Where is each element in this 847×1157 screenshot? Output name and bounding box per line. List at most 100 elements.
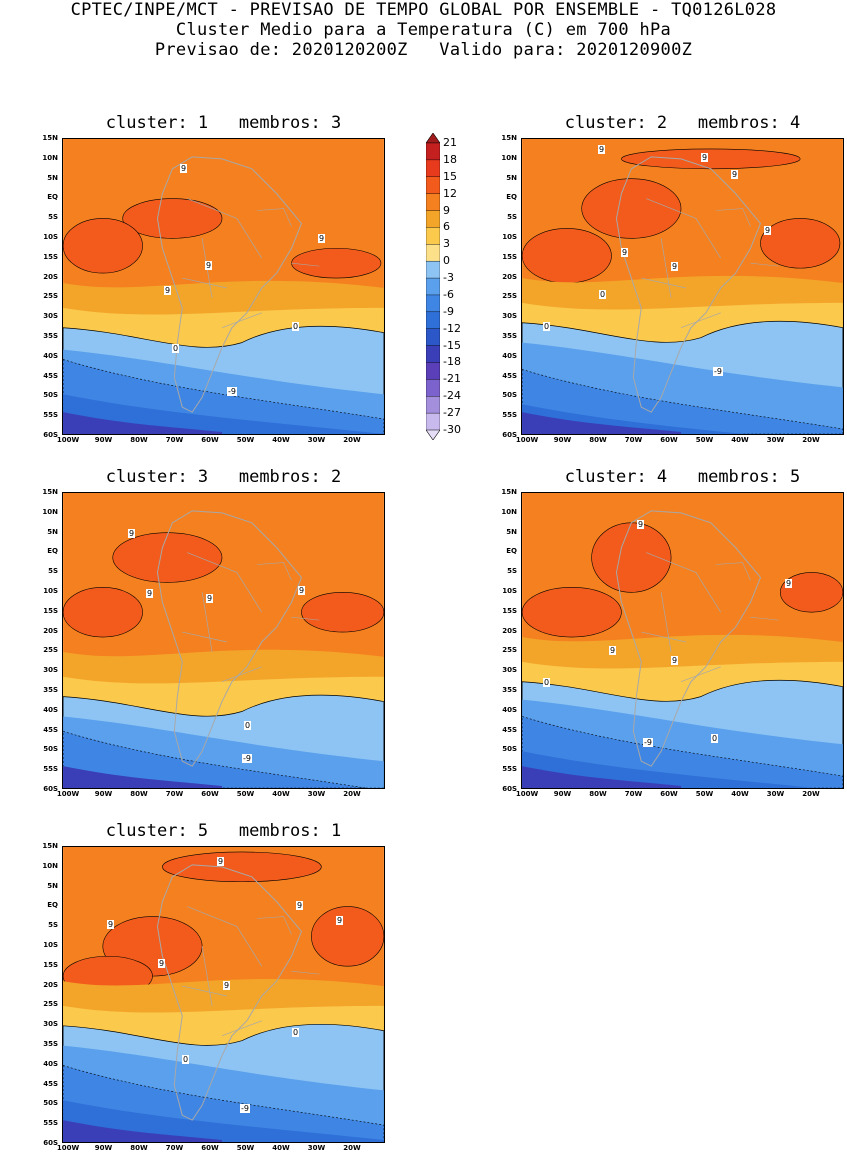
- latitude-tick-label: 5S: [48, 567, 58, 576]
- map-panel-cluster-5: 9 9 9 9 9 9 0 0 -9 15N 10N 5N EQ 5S 10S 15S 20S 25S 30S 35S…: [42, 842, 385, 1152]
- latitude-tick-label: 10S: [43, 941, 58, 949]
- latitude-tick-label: EQ: [47, 547, 58, 556]
- longitude-tick-label: 60W: [201, 1144, 219, 1152]
- contour-label: 9: [180, 164, 188, 173]
- latitude-tick-label: 10S: [43, 233, 58, 241]
- contour-label: 0: [182, 1055, 190, 1064]
- colorbar-tick-label: 3: [443, 237, 450, 251]
- colorbar-band: [426, 379, 440, 397]
- latitude-tick-label: 5N: [47, 173, 58, 182]
- latitude-tick-label: 10S: [43, 587, 58, 595]
- latitude-tick-label: 15N: [42, 488, 58, 496]
- contour-label: 0: [711, 734, 719, 743]
- contour-label: 9: [146, 589, 154, 598]
- contour-label: 9: [205, 261, 213, 270]
- latitude-tick-label: 50S: [502, 745, 517, 754]
- colorbar-tick-label: -3: [443, 271, 454, 285]
- temperature-map: [62, 138, 385, 435]
- latitude-tick-label: 5S: [507, 567, 517, 576]
- longitude-tick-label: 40W: [731, 790, 749, 798]
- latitude-tick-label: 55S: [502, 765, 517, 774]
- longitude-tick-label: 100W: [56, 1144, 80, 1152]
- longitude-tick-label: 90W: [553, 790, 572, 798]
- colorbar-band: [426, 227, 440, 245]
- latitude-tick-label: 20S: [43, 272, 58, 281]
- latitude-tick-label: 15N: [42, 842, 58, 850]
- longitude-tick-label: 70W: [165, 790, 184, 798]
- contour-label: 9: [318, 234, 326, 243]
- panel-title-cluster-5: cluster: 5 membros: 1: [105, 821, 342, 841]
- field-minus-12: [63, 394, 384, 434]
- latitude-tick-label: 55S: [43, 765, 58, 774]
- contour-label: 9: [223, 981, 231, 990]
- subtitle: Cluster Medio para a Temperatura (C) em …: [175, 20, 672, 40]
- latitude-tick-label: 40S: [43, 351, 58, 360]
- colorbar-band: [426, 412, 440, 431]
- latitude-tick-label: 10N: [42, 153, 58, 162]
- latitude-tick-label: 30S: [43, 1020, 58, 1029]
- field-minus-18: [63, 412, 223, 434]
- longitude-tick-label: 40W: [731, 436, 749, 444]
- field-above-9: [581, 178, 682, 239]
- field-above-9: [780, 572, 843, 613]
- latitude-tick-label: 25S: [43, 292, 58, 301]
- field-above-9: [522, 228, 612, 284]
- field-minus-18: [522, 766, 682, 788]
- latitude-tick-label: 30S: [502, 312, 517, 321]
- longitude-tick-label: 20W: [802, 436, 820, 444]
- latitude-tick-label: 35S: [43, 686, 58, 694]
- latitude-tick-label: 40S: [43, 1059, 58, 1068]
- contour-label: 9: [621, 248, 629, 257]
- latitude-tick-label: 45S: [43, 371, 58, 380]
- main-title: CPTEC/INPE/MCT - PREVISAO DE TEMPO GLOBA…: [70, 0, 777, 20]
- latitude-tick-label: 15S: [502, 252, 517, 261]
- contour-label: 9: [107, 920, 115, 929]
- latitude-tick-label: 5N: [47, 527, 58, 536]
- map-panel-cluster-3: 9 9 9 9 0 -9 15N 10N 5N EQ 5S 10S 15S 20S 25S 30S 35S 40S…: [42, 488, 385, 798]
- colorbar-band: [426, 396, 440, 414]
- temperature-map: [521, 492, 844, 789]
- field-above-9: [760, 218, 841, 269]
- longitude-tick-label: 60W: [201, 436, 219, 444]
- longitude-tick-label: 20W: [802, 790, 820, 798]
- country-borders: [641, 198, 722, 329]
- contour-label: 0: [172, 344, 180, 353]
- longitude-tick-label: 30W: [766, 436, 785, 444]
- latitude-tick-label: EQ: [506, 193, 517, 202]
- colorbar-tick-label: 15: [443, 169, 457, 183]
- colorbar-tick-label: -24: [443, 389, 461, 403]
- coast-details: [256, 208, 320, 267]
- colorbar-tick-label: 0: [443, 254, 450, 268]
- colorbar-band: [426, 311, 440, 330]
- panel-title-cluster-3: cluster: 3 membros: 2: [105, 467, 342, 487]
- latitude-tick-label: 55S: [43, 411, 58, 420]
- map-panel-cluster-4: 9 9 9 9 0 0 -9 15N 10N 5N EQ 5S 10S 15S 20S 25S 30S 35S 40…: [501, 488, 844, 798]
- longitude-tick-label: 50W: [236, 790, 255, 798]
- country-borders: [641, 552, 722, 683]
- latitude-tick-label: 55S: [502, 411, 517, 420]
- latitude-tick-label: 5S: [48, 921, 58, 930]
- colorbar-tick-label: -30: [443, 423, 461, 436]
- colorbar-band: [426, 345, 440, 363]
- longitude-tick-label: 70W: [165, 1144, 184, 1152]
- country-borders: [182, 552, 263, 683]
- coast-details: [715, 208, 779, 267]
- colorbar-band: [426, 260, 440, 279]
- longitude-tick-label: 70W: [624, 436, 643, 444]
- latitude-tick-label: 50S: [43, 1099, 58, 1108]
- contour-label: -9: [643, 738, 653, 747]
- temperature-map: [62, 846, 385, 1143]
- contour-label: 9: [701, 153, 709, 162]
- colorbar: [426, 133, 440, 440]
- contour-label: 9: [764, 226, 772, 235]
- latitude-tick-label: 5N: [506, 527, 517, 536]
- latitude-tick-label: EQ: [506, 547, 517, 556]
- colorbar-tick-label: -18: [443, 355, 461, 369]
- longitude-tick-label: 90W: [94, 436, 113, 444]
- latitude-tick-label: 10N: [501, 507, 517, 516]
- field-minus-18: [63, 1120, 223, 1142]
- longitude-tick-label: 40W: [272, 1144, 290, 1152]
- latitude-tick-label: 10S: [502, 587, 517, 595]
- longitude-tick-label: 100W: [515, 436, 539, 444]
- latitude-tick-label: 15N: [501, 488, 517, 496]
